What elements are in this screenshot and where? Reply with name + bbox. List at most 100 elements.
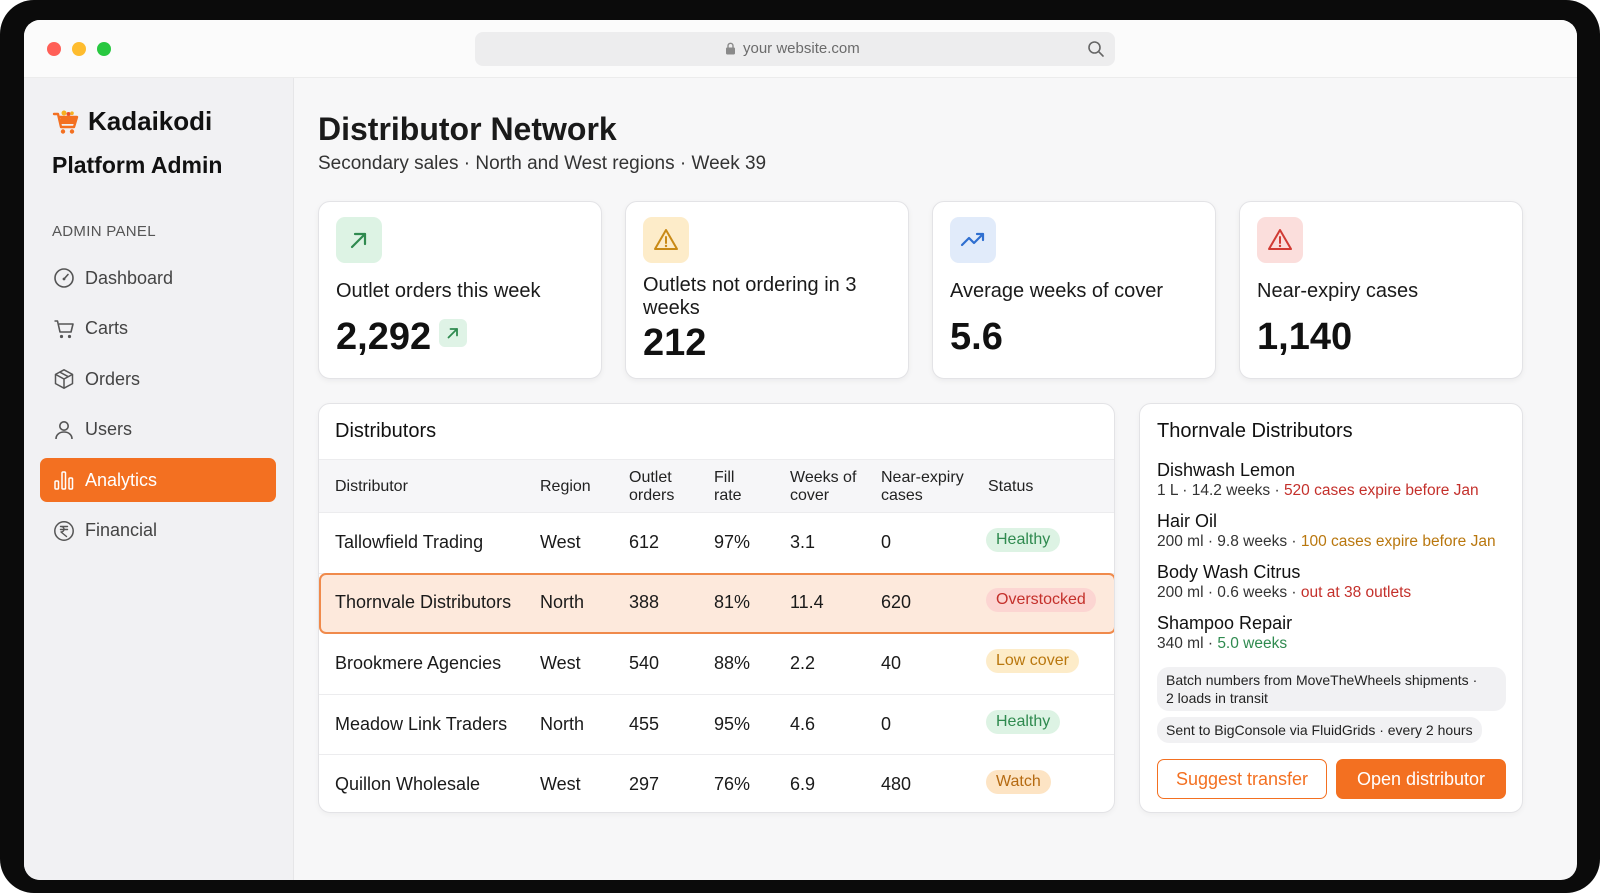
table-row[interactable]: Meadow Link Traders North 455 95% 4.6 0 … xyxy=(319,695,1114,755)
sidebar-item-financial[interactable]: Financial xyxy=(40,509,276,553)
note-line: Batch numbers from MoveTheWheels shipmen… xyxy=(1166,672,1478,688)
table-row[interactable]: Quillon Wholesale West 297 76% 6.9 480 W… xyxy=(319,755,1114,812)
status-badge: Watch xyxy=(986,770,1051,794)
page-title: Distributor Network xyxy=(318,111,617,147)
product-meta-text: 200 ml · 9.8 weeks · xyxy=(1157,533,1301,550)
sidebar-item-label: Carts xyxy=(85,318,129,338)
cell-region: North xyxy=(540,592,585,612)
cell-near-expiry: 0 xyxy=(881,532,892,552)
sidebar-nav: Dashboard Carts Orders Users Analytics F… xyxy=(40,256,276,559)
url-text: your website.com xyxy=(743,40,860,57)
sidebar-item-label: Analytics xyxy=(85,469,158,490)
cell-outlet-orders: 540 xyxy=(629,653,660,673)
product-meta: 340 ml · 5.0 weeks xyxy=(1157,633,1507,655)
product-meta: 200 ml · 9.8 weeks · 100 cases expire be… xyxy=(1157,531,1507,553)
sidebar: Kadaikodi Platform Admin ADMIN PANEL Das… xyxy=(24,78,294,880)
distributor-detail-panel: Thornvale Distributors Dishwash Lemon 1 … xyxy=(1139,403,1523,813)
column-header-distributor[interactable]: Distributor xyxy=(335,478,408,495)
address-bar[interactable]: your website.com xyxy=(475,32,1115,66)
warning-icon xyxy=(643,217,689,263)
product-item: Body Wash Citrus 200 ml · 0.6 weeks · ou… xyxy=(1157,562,1507,604)
kpi-value: 1,140 xyxy=(1257,316,1353,358)
table-header: Distributor Region Outlet orders Fill ra… xyxy=(319,459,1114,513)
cell-fill-rate: 88% xyxy=(714,653,751,673)
sidebar-item-label: Orders xyxy=(85,368,141,389)
sync-info-note: Sent to BigConsole via FluidGrids · ever… xyxy=(1157,717,1482,743)
product-name: Body Wash Citrus xyxy=(1157,562,1301,582)
trend-up-icon xyxy=(439,318,468,347)
table-row[interactable]: Brookmere Agencies West 540 88% 2.2 40 L… xyxy=(319,634,1114,695)
kpi-value-text: 2,292 xyxy=(336,316,432,358)
cell-region: West xyxy=(540,653,581,673)
sidebar-item-label: Financial xyxy=(85,520,158,540)
alert-triangle-icon xyxy=(1257,217,1303,263)
cell-near-expiry: 0 xyxy=(881,713,892,734)
sidebar-item-dashboard[interactable]: Dashboard xyxy=(40,256,276,300)
column-header-fill-rate[interactable]: Fill rate xyxy=(714,469,742,504)
platform-title: Platform Admin xyxy=(52,152,223,178)
product-name: Shampoo Repair xyxy=(1157,613,1293,633)
status-badge: Overstocked xyxy=(986,588,1096,612)
cell-near-expiry: 620 xyxy=(881,592,912,612)
product-item: Shampoo Repair 340 ml · 5.0 weeks xyxy=(1157,613,1507,655)
product-item: Hair Oil 200 ml · 9.8 weeks · 100 cases … xyxy=(1157,511,1507,553)
main-content: Distributor Network Secondary sales · No… xyxy=(318,78,1577,880)
cell-weeks-of-cover: 11.4 xyxy=(790,592,824,612)
sidebar-item-analytics[interactable]: Analytics xyxy=(40,458,276,502)
product-flag: 100 cases expire before Jan xyxy=(1300,533,1496,550)
cell-distributor: Quillon Wholesale xyxy=(335,774,481,794)
sidebar-item-users[interactable]: Users xyxy=(40,408,276,452)
sidebar-item-orders[interactable]: Orders xyxy=(40,357,276,401)
kpi-card-near-expiry[interactable]: Near-expiry cases 1,140 xyxy=(1239,201,1523,379)
bar-chart-icon xyxy=(53,469,75,491)
sidebar-item-label: Users xyxy=(85,419,133,439)
minimize-window-button[interactable] xyxy=(72,42,86,56)
arrow-up-right-icon xyxy=(336,217,382,263)
cell-outlet-orders: 297 xyxy=(629,774,660,794)
sidebar-item-carts[interactable]: Carts xyxy=(40,307,276,351)
table-title: Distributors xyxy=(335,420,437,442)
maximize-window-button[interactable] xyxy=(97,42,111,56)
kpi-value: 2,292 xyxy=(336,316,468,359)
brand-name: Kadaikodi xyxy=(88,106,213,136)
kpi-card-outlets-not-ordering[interactable]: Outlets not ordering in 3 weeks 212 xyxy=(625,201,909,379)
user-icon xyxy=(53,419,75,441)
rupee-icon xyxy=(53,520,75,542)
product-flag: out at 38 outlets xyxy=(1300,584,1412,601)
cell-distributor: Thornvale Distributors xyxy=(335,592,512,612)
search-icon[interactable] xyxy=(1087,40,1105,58)
column-header-weeks-of-cover[interactable]: Weeks of cover xyxy=(790,469,857,504)
cell-fill-rate: 97% xyxy=(714,532,751,552)
cart-icon xyxy=(53,318,75,340)
column-header-status[interactable]: Status xyxy=(988,478,1034,495)
product-name: Hair Oil xyxy=(1157,511,1218,531)
status-badge: Healthy xyxy=(986,528,1061,552)
note-line: 2 loads in transit xyxy=(1166,690,1268,706)
status-badge: Healthy xyxy=(986,709,1061,734)
table-row-selected[interactable]: Thornvale Distributors North 388 81% 11.… xyxy=(319,573,1114,634)
open-distributor-button[interactable]: Open distributor xyxy=(1336,759,1506,799)
cell-region: West xyxy=(540,774,581,794)
cell-near-expiry: 480 xyxy=(881,774,912,794)
kpi-label: Near-expiry cases xyxy=(1257,280,1419,302)
product-flag: 520 cases expire before Jan xyxy=(1283,482,1479,499)
close-window-button[interactable] xyxy=(47,42,61,56)
suggest-transfer-button[interactable]: Suggest transfer xyxy=(1157,759,1327,799)
column-header-region[interactable]: Region xyxy=(540,478,591,495)
sidebar-item-label: Dashboard xyxy=(85,267,174,288)
gauge-icon xyxy=(53,267,75,289)
cell-distributor: Meadow Link Traders xyxy=(335,713,508,734)
column-header-outlet-orders[interactable]: Outlet orders xyxy=(629,469,675,504)
column-header-near-expiry[interactable]: Near-expiry cases xyxy=(881,469,964,504)
cell-fill-rate: 76% xyxy=(714,774,751,794)
cell-distributor: Tallowfield Trading xyxy=(335,532,484,552)
distributors-table-card: Distributors Distributor Region Outlet o… xyxy=(318,403,1115,813)
table-row[interactable]: Tallowfield Trading West 612 97% 3.1 0 H… xyxy=(319,513,1114,574)
product-item: Dishwash Lemon 1 L · 14.2 weeks · 520 ca… xyxy=(1157,460,1507,502)
kpi-card-outlet-orders[interactable]: Outlet orders this week 2,292 xyxy=(318,201,602,379)
kpi-card-weeks-of-cover[interactable]: Average weeks of cover 5.6 xyxy=(932,201,1216,379)
cell-outlet-orders: 455 xyxy=(629,713,660,734)
brand-logo[interactable]: Kadaikodi xyxy=(52,106,212,137)
box-icon xyxy=(53,368,75,390)
